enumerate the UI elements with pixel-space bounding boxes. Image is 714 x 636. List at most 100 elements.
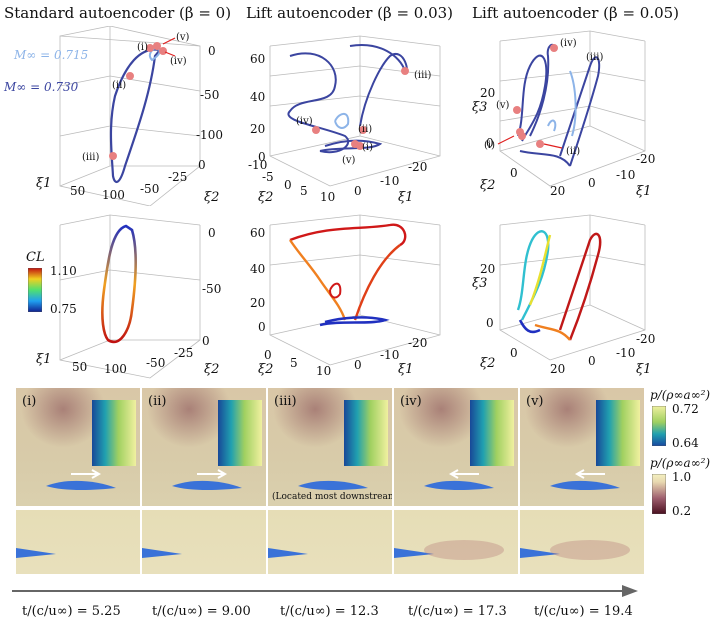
point-label-v: (v): [176, 32, 190, 43]
pressure-inset: [470, 400, 514, 466]
tick: 0: [198, 158, 206, 172]
point-label-v: (v): [496, 100, 510, 111]
tick: 20: [480, 262, 496, 276]
cl-colorbar-max: 1.10: [50, 264, 77, 278]
time-arrow: [12, 585, 638, 597]
airfoil-icon: [142, 548, 182, 558]
tick: 0: [284, 178, 292, 192]
flow-snapshot: (v): [520, 388, 644, 506]
airfoil-icon: [16, 548, 56, 558]
time-label-5: t/(c/u∞) = 19.4: [534, 604, 633, 619]
axis-xi3: ξ3: [472, 100, 488, 115]
tick: -20: [408, 336, 428, 350]
tick: -5: [262, 170, 274, 184]
flow-snapshot: (ii): [142, 388, 266, 506]
tick: -25: [174, 346, 194, 360]
axis-xi1: ξ1: [636, 184, 652, 199]
flow-snapshot-wake: [16, 510, 140, 574]
tick: 20: [250, 296, 266, 310]
snapshot-label: (ii): [148, 394, 167, 409]
snapshot-label: (i): [22, 394, 37, 409]
tick: 10: [320, 190, 336, 204]
tick: 50: [72, 360, 88, 374]
snapshot-note: (Located most downstream): [272, 492, 392, 502]
flow-snapshot-wake: [268, 510, 392, 574]
tick: 0: [588, 354, 596, 368]
tick: 50: [70, 184, 86, 198]
axis-xi2: ξ2: [258, 362, 274, 377]
tick: -20: [408, 160, 428, 174]
axis-xi2: ξ2: [480, 356, 496, 371]
tick: 60: [250, 52, 266, 66]
point-label-iii: (iii): [414, 70, 432, 81]
time-label-1: t/(c/u∞) = 5.25: [22, 604, 121, 619]
snapshot-label: (iii): [274, 394, 297, 409]
snapshot-label: (v): [526, 394, 544, 409]
flow-snapshot-wake: [520, 510, 644, 574]
pressure-inset: [344, 400, 388, 466]
title-standard-autoencoder: Standard autoencoder (β = 0): [4, 4, 232, 22]
axis-xi3: ξ3: [472, 276, 488, 291]
time-label-3: t/(c/u∞) = 12.3: [280, 604, 379, 619]
tick: 0: [510, 346, 518, 360]
flow-snapshot: (i): [16, 388, 140, 506]
axis-xi2: ξ2: [204, 362, 220, 377]
cl-plot-lift-003: [269, 214, 441, 366]
tick: 0: [486, 316, 494, 330]
cl-colorbar-min: 0.75: [50, 302, 77, 316]
point-label-i: (i): [484, 140, 496, 151]
tick: 40: [250, 262, 266, 276]
cl-colorbar-label: CL: [26, 250, 45, 265]
time-label-2: t/(c/u∞) = 9.00: [152, 604, 251, 619]
latent-plot-lift-003: [269, 35, 441, 187]
point-label-i: (i): [362, 142, 374, 153]
tick: 5: [290, 356, 298, 370]
tick: 20: [550, 184, 566, 198]
point-label-iv: (iv): [170, 56, 187, 67]
axis-xi1: ξ1: [636, 362, 652, 377]
axis-xi1: ξ1: [398, 362, 414, 377]
point-label-ii: (ii): [112, 80, 127, 91]
tick: -50: [146, 356, 166, 370]
flow-snapshot-wake: [394, 510, 518, 574]
point-label-iv: (iv): [296, 116, 313, 127]
tick: -10: [616, 168, 636, 182]
latent-plot-standard: [59, 26, 201, 206]
point-label-i: (i): [137, 42, 149, 53]
tick: -10: [380, 348, 400, 362]
mach-label-0715: M∞ = 0.715: [14, 48, 89, 62]
tick: 0: [258, 150, 266, 164]
tick: 0: [354, 358, 362, 372]
cl-plot-standard: [59, 214, 201, 379]
tick: 100: [102, 188, 125, 202]
tick: -50: [202, 282, 222, 296]
point-label-ii: (ii): [566, 146, 581, 157]
latent-plot-lift-005: [497, 30, 646, 187]
tick: 10: [316, 364, 332, 378]
pressure-inset: [92, 400, 136, 466]
tick: 0: [264, 348, 272, 362]
tick: -100: [196, 128, 223, 142]
point-label-ii: (ii): [358, 124, 373, 135]
flow-snapshot-wake: [142, 510, 266, 574]
tick: 100: [104, 362, 127, 376]
pressure-inset: [218, 400, 262, 466]
axis-xi1: ξ1: [398, 190, 414, 205]
tick: 60: [250, 226, 266, 240]
time-label-4: t/(c/u∞) = 17.3: [408, 604, 507, 619]
snapshot-label: (iv): [400, 394, 422, 409]
title-lift-autoencoder-003: Lift autoencoder (β = 0.03): [246, 4, 454, 22]
airfoil-icon: [424, 469, 494, 490]
tick: 0: [510, 166, 518, 180]
mach-label-0730: M∞ = 0.730: [4, 80, 79, 94]
point-label-iii: (iii): [586, 52, 604, 63]
tick: -10: [616, 346, 636, 360]
point-label-v: (v): [342, 155, 356, 166]
pressure-colorbar-2: [652, 474, 666, 514]
tick: 40: [250, 90, 266, 104]
tick: 20: [480, 86, 496, 100]
pressure-colorbar-1-max: 0.72: [672, 402, 699, 416]
title-lift-autoencoder-005: Lift autoencoder (β = 0.05): [472, 4, 680, 22]
tick: -20: [636, 332, 656, 346]
tick: -50: [140, 182, 160, 196]
